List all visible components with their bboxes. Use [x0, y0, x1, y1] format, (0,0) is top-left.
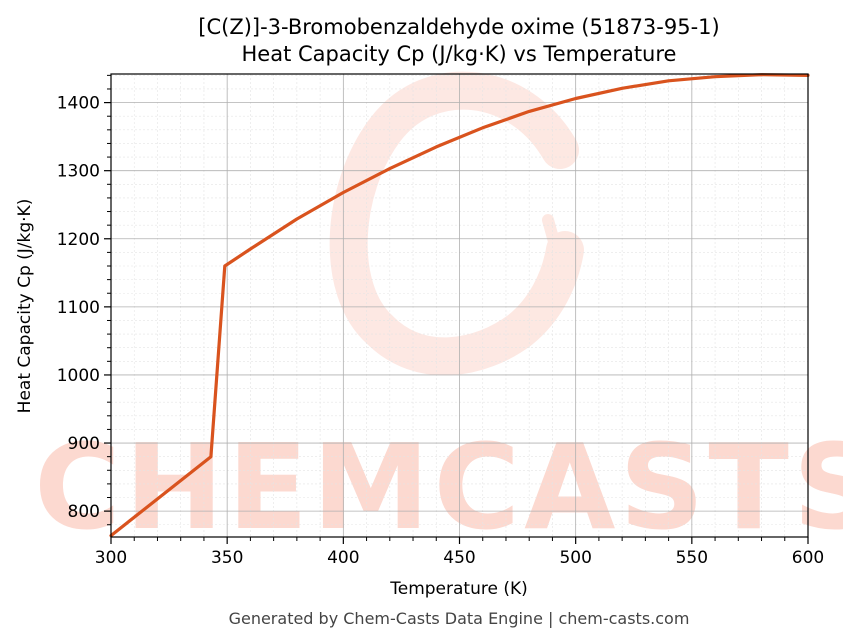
- y-tick-label: 1300: [57, 162, 100, 182]
- x-tick-label: 400: [327, 548, 359, 568]
- series-layer: [109, 73, 810, 538]
- series-line: [109, 73, 810, 538]
- y-tick-label: 1400: [57, 94, 100, 114]
- watermark-text: CHEMCASTS: [34, 418, 843, 556]
- y-tick-label: 900: [68, 434, 100, 454]
- chart-title: [C(Z)]-3-Bromobenzaldehyde oxime (51873-…: [198, 15, 719, 39]
- watermark: CHEMCASTS: [34, 71, 843, 556]
- x-tick-label: 450: [443, 548, 475, 568]
- chart-subtitle: Heat Capacity Cp (J/kg·K) vs Temperature: [242, 42, 677, 66]
- y-tick-label: 1000: [57, 366, 100, 386]
- y-tick-label: 1200: [57, 230, 100, 250]
- x-tick-label: 600: [792, 548, 824, 568]
- y-axis-label: Heat Capacity Cp (J/kg·K): [15, 199, 35, 414]
- watermark-logo-icon: [329, 71, 584, 376]
- x-axis-label: Temperature (K): [389, 579, 528, 599]
- x-axis: 300 350 400 450 500 550 600: [95, 537, 824, 568]
- x-tick-label: 500: [559, 548, 591, 568]
- x-tick-label: 300: [95, 548, 127, 568]
- footer-credit: Generated by Chem-Casts Data Engine | ch…: [229, 609, 690, 628]
- y-tick-label: 800: [68, 502, 100, 522]
- y-axis: 800 900 1000 1100 1200 1300 1400: [57, 74, 111, 526]
- x-tick-label: 350: [211, 548, 243, 568]
- y-tick-label: 1100: [57, 298, 100, 318]
- x-tick-label: 550: [676, 548, 708, 568]
